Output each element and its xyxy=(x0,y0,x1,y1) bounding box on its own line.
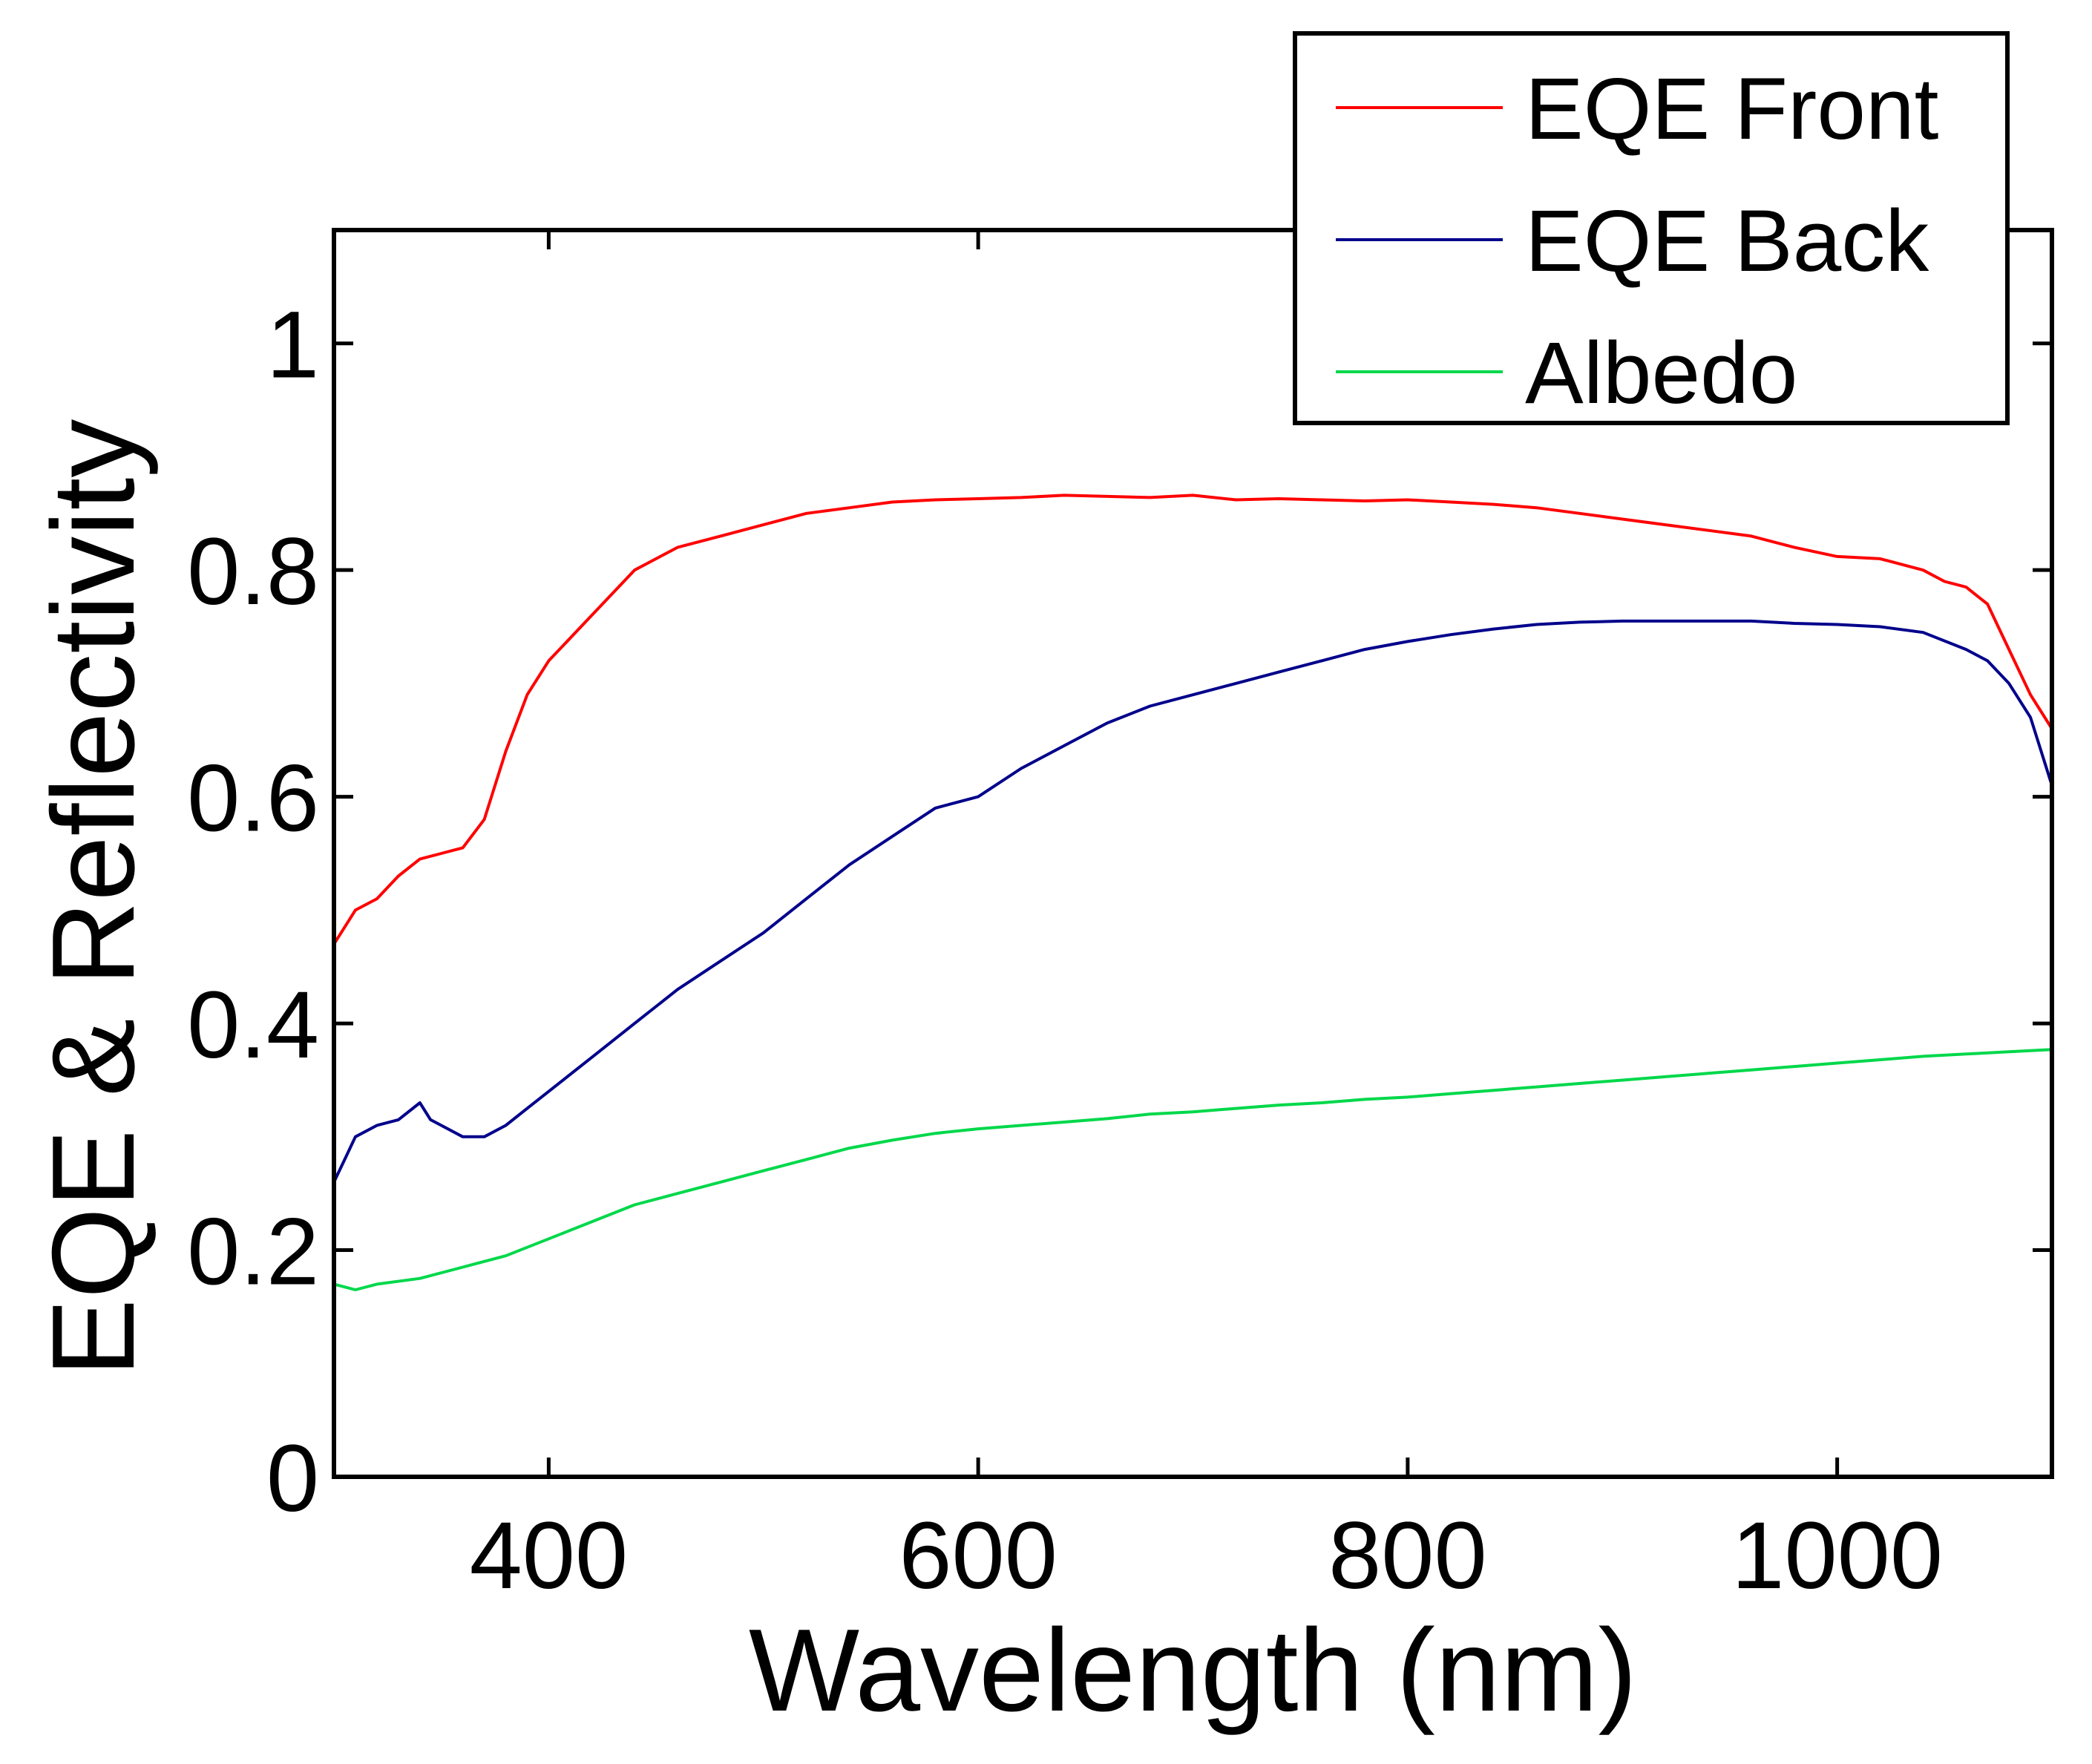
y-axis-ticks: 0 0.2 0.4 0.6 0.8 1 xyxy=(187,292,2052,1532)
y-tick-label: 0.6 xyxy=(187,746,319,852)
y-tick-label: 0.2 xyxy=(187,1199,319,1305)
x-tick-label: 600 xyxy=(899,1503,1058,1609)
x-axis-ticks: 400 600 800 1000 xyxy=(470,230,1943,1609)
x-tick-label: 1000 xyxy=(1731,1503,1943,1609)
y-tick-label: 0 xyxy=(266,1426,319,1532)
legend-label: EQE Front xyxy=(1525,60,1938,158)
legend-label: Albedo xyxy=(1525,324,1797,422)
plot-area-frame xyxy=(332,228,2054,1479)
series-layer xyxy=(332,494,2053,1291)
x-tick-label: 400 xyxy=(470,1503,629,1609)
legend-label: EQE Back xyxy=(1525,192,1929,290)
series-line-eqe-front xyxy=(332,494,2053,945)
y-tick-label: 1 xyxy=(266,292,319,399)
y-tick-label: 0.4 xyxy=(187,972,319,1078)
y-axis-title: EQE & Reflectivity xyxy=(28,419,159,1377)
series-line-albedo xyxy=(333,1048,2053,1291)
legend: EQE Front EQE Back Albedo xyxy=(1293,31,2010,425)
series-line-eqe-back xyxy=(332,619,2053,1183)
y-tick-label: 0.8 xyxy=(187,519,319,625)
x-tick-label: 800 xyxy=(1328,1503,1487,1609)
x-axis-title: Wavelength (nm) xyxy=(749,1605,1637,1736)
legend-box xyxy=(1293,31,2010,425)
